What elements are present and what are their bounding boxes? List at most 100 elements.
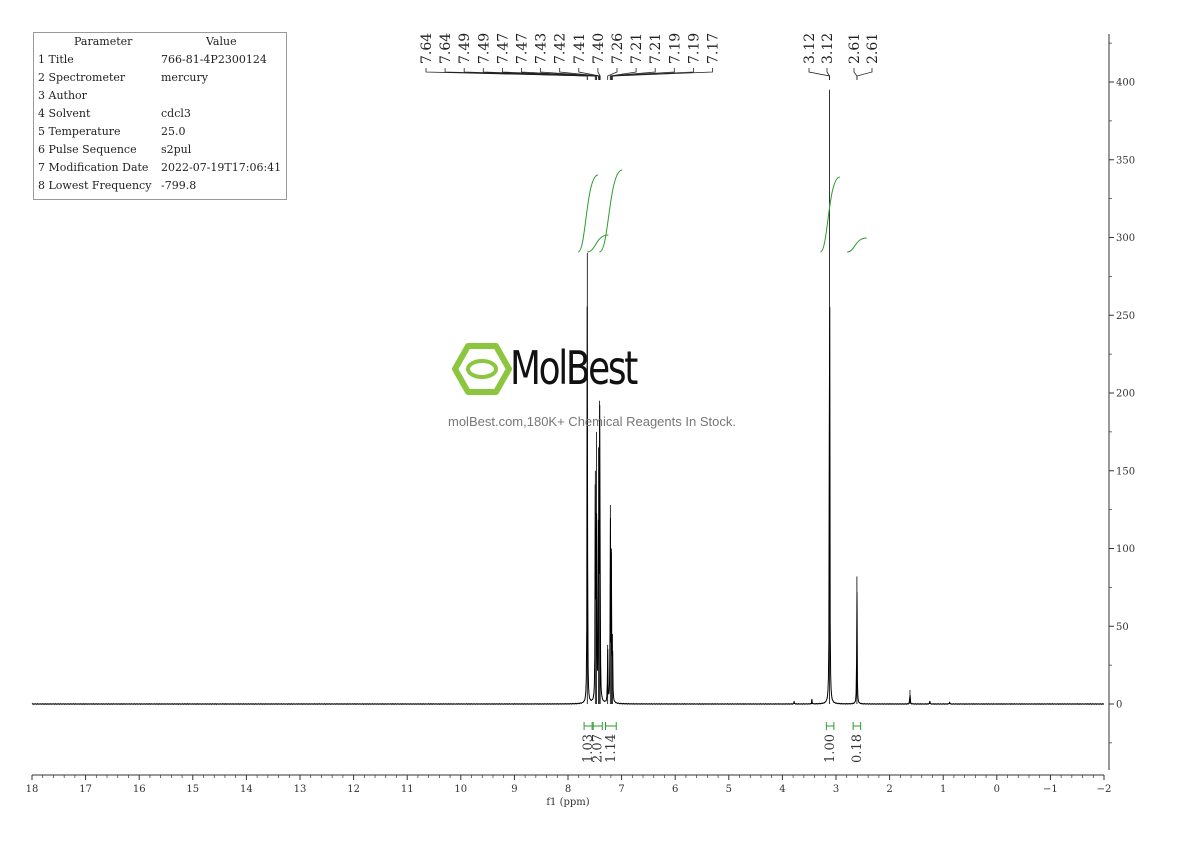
y-tick-label: 0 <box>1116 700 1122 711</box>
y-tick-label: 100 <box>1116 544 1135 555</box>
parameter-header-key: Parameter <box>74 35 133 48</box>
parameter-row: 4 Solvent cdcl3 <box>34 105 286 123</box>
molbest-hexagon-icon <box>452 343 512 395</box>
parameter-value: 766-81-4P2300124 <box>161 53 267 66</box>
x-tick-label: 18 <box>26 784 39 795</box>
peak-label-leader <box>444 68 588 80</box>
peak-label-leader <box>597 68 601 80</box>
integral-curve <box>847 237 867 253</box>
parameter-value: 2022-07-19T17:06:41 <box>161 161 282 174</box>
peak-label: 7.42 <box>553 33 569 64</box>
x-tick-label: 0 <box>994 784 1000 795</box>
x-tick-label: 3 <box>833 784 839 795</box>
parameter-key: 1 Title <box>38 53 74 66</box>
peak-label-leader <box>611 68 694 80</box>
x-tick-label: 14 <box>240 784 253 795</box>
peak-label: 7.17 <box>706 33 722 64</box>
parameter-table-header: Parameter Value <box>34 33 286 51</box>
peak-label-leader <box>607 68 618 80</box>
parameter-row: 8 Lowest Frequency -799.8 <box>34 177 286 195</box>
peak-label: 7.47 <box>495 33 511 64</box>
peak-label: 7.49 <box>476 33 492 64</box>
peak-label: 7.64 <box>419 33 435 64</box>
integral-curve <box>577 174 599 253</box>
x-tick-label: 9 <box>511 784 517 795</box>
x-tick-label: 17 <box>79 784 92 795</box>
parameter-row: 5 Temperature 25.0 <box>34 123 286 141</box>
parameter-value: 25.0 <box>161 125 186 138</box>
peak-label: 7.64 <box>438 33 454 64</box>
peak-label-leader <box>612 68 713 80</box>
parameter-key: 8 Lowest Frequency <box>38 179 152 192</box>
parameter-row: 1 Title 766-81-4P2300124 <box>34 51 286 69</box>
x-tick-label: 11 <box>401 784 414 795</box>
peak-label: 7.40 <box>591 33 607 64</box>
parameter-row: 3 Author <box>34 87 286 105</box>
peak-label-leader <box>853 68 858 80</box>
integral-curve <box>599 169 623 253</box>
parameter-key: 4 Solvent <box>38 107 91 120</box>
parameter-key: 2 Spectrometer <box>38 71 126 84</box>
peak-label: 2.61 <box>847 33 863 64</box>
spectrum-trace <box>31 306 1105 705</box>
peak-label-leader <box>808 68 830 80</box>
peak-label: 7.41 <box>572 33 588 64</box>
peak-label-leader <box>826 68 830 80</box>
watermark-logo <box>450 340 750 440</box>
peak-label: 7.21 <box>629 33 645 64</box>
integral-value: 1.14 <box>604 734 619 763</box>
peak-label-leader <box>609 68 656 80</box>
parameter-key: 3 Author <box>38 89 87 102</box>
parameter-value: mercury <box>161 71 208 84</box>
y-tick-label: 50 <box>1116 622 1129 633</box>
integral-value: 0.18 <box>850 734 865 763</box>
peak-label-leader <box>578 68 601 80</box>
watermark-brand: MolBest <box>510 341 638 395</box>
x-tick-label: −2 <box>1097 784 1112 795</box>
peak-label-leader <box>559 68 600 80</box>
y-tick-label: 400 <box>1116 78 1135 89</box>
peak-label-leader <box>482 68 596 80</box>
peak-label: 3.12 <box>802 33 818 64</box>
x-tick-label: −1 <box>1043 784 1058 795</box>
peak-label: 7.19 <box>686 33 702 64</box>
y-tick-label: 200 <box>1116 389 1135 400</box>
parameter-table: Parameter Value 1 Title 766-81-4P2300124… <box>33 32 287 200</box>
y-tick-label: 300 <box>1116 233 1135 244</box>
peak-label: 7.19 <box>667 33 683 64</box>
x-tick-label: 16 <box>133 784 146 795</box>
integral-curve <box>819 176 841 253</box>
watermark-tagline: molBest.com,180K+ Chemical Reagents In S… <box>448 414 736 429</box>
peak-label: 7.43 <box>534 33 550 64</box>
x-tick-label: 6 <box>672 784 678 795</box>
parameter-value: s2pul <box>161 143 192 156</box>
peak-label: 7.49 <box>457 33 473 64</box>
parameter-header-value: Value <box>206 35 237 48</box>
x-tick-label: 12 <box>347 784 360 795</box>
peak-label: 3.12 <box>820 33 836 64</box>
x-tick-label: 2 <box>886 784 892 795</box>
peak-label: 2.61 <box>865 33 881 64</box>
x-tick-label: 1 <box>940 784 946 795</box>
x-tick-label: 13 <box>294 784 307 795</box>
y-tick-label: 250 <box>1116 311 1135 322</box>
integral-value: 1.00 <box>823 734 838 763</box>
peak-label: 7.47 <box>515 33 531 64</box>
peak-label: 7.21 <box>648 33 664 64</box>
parameter-row: 2 Spectrometer mercury <box>34 69 286 87</box>
peak-label-leader <box>540 68 599 80</box>
parameter-value: -799.8 <box>161 179 197 192</box>
x-tick-label: 15 <box>186 784 199 795</box>
x-tick-label: 5 <box>726 784 732 795</box>
x-axis-label: f1 (ppm) <box>546 797 589 808</box>
parameter-row: 6 Pulse Sequence s2pul <box>34 141 286 159</box>
x-tick-label: 7 <box>618 784 624 795</box>
peak-label: 7.26 <box>610 33 626 64</box>
parameter-key: 7 Modification Date <box>38 161 149 174</box>
peak-label-leader <box>856 68 873 80</box>
y-tick-label: 150 <box>1116 466 1135 477</box>
parameter-key: 6 Pulse Sequence <box>38 143 137 156</box>
peak-label-leader <box>521 68 597 80</box>
